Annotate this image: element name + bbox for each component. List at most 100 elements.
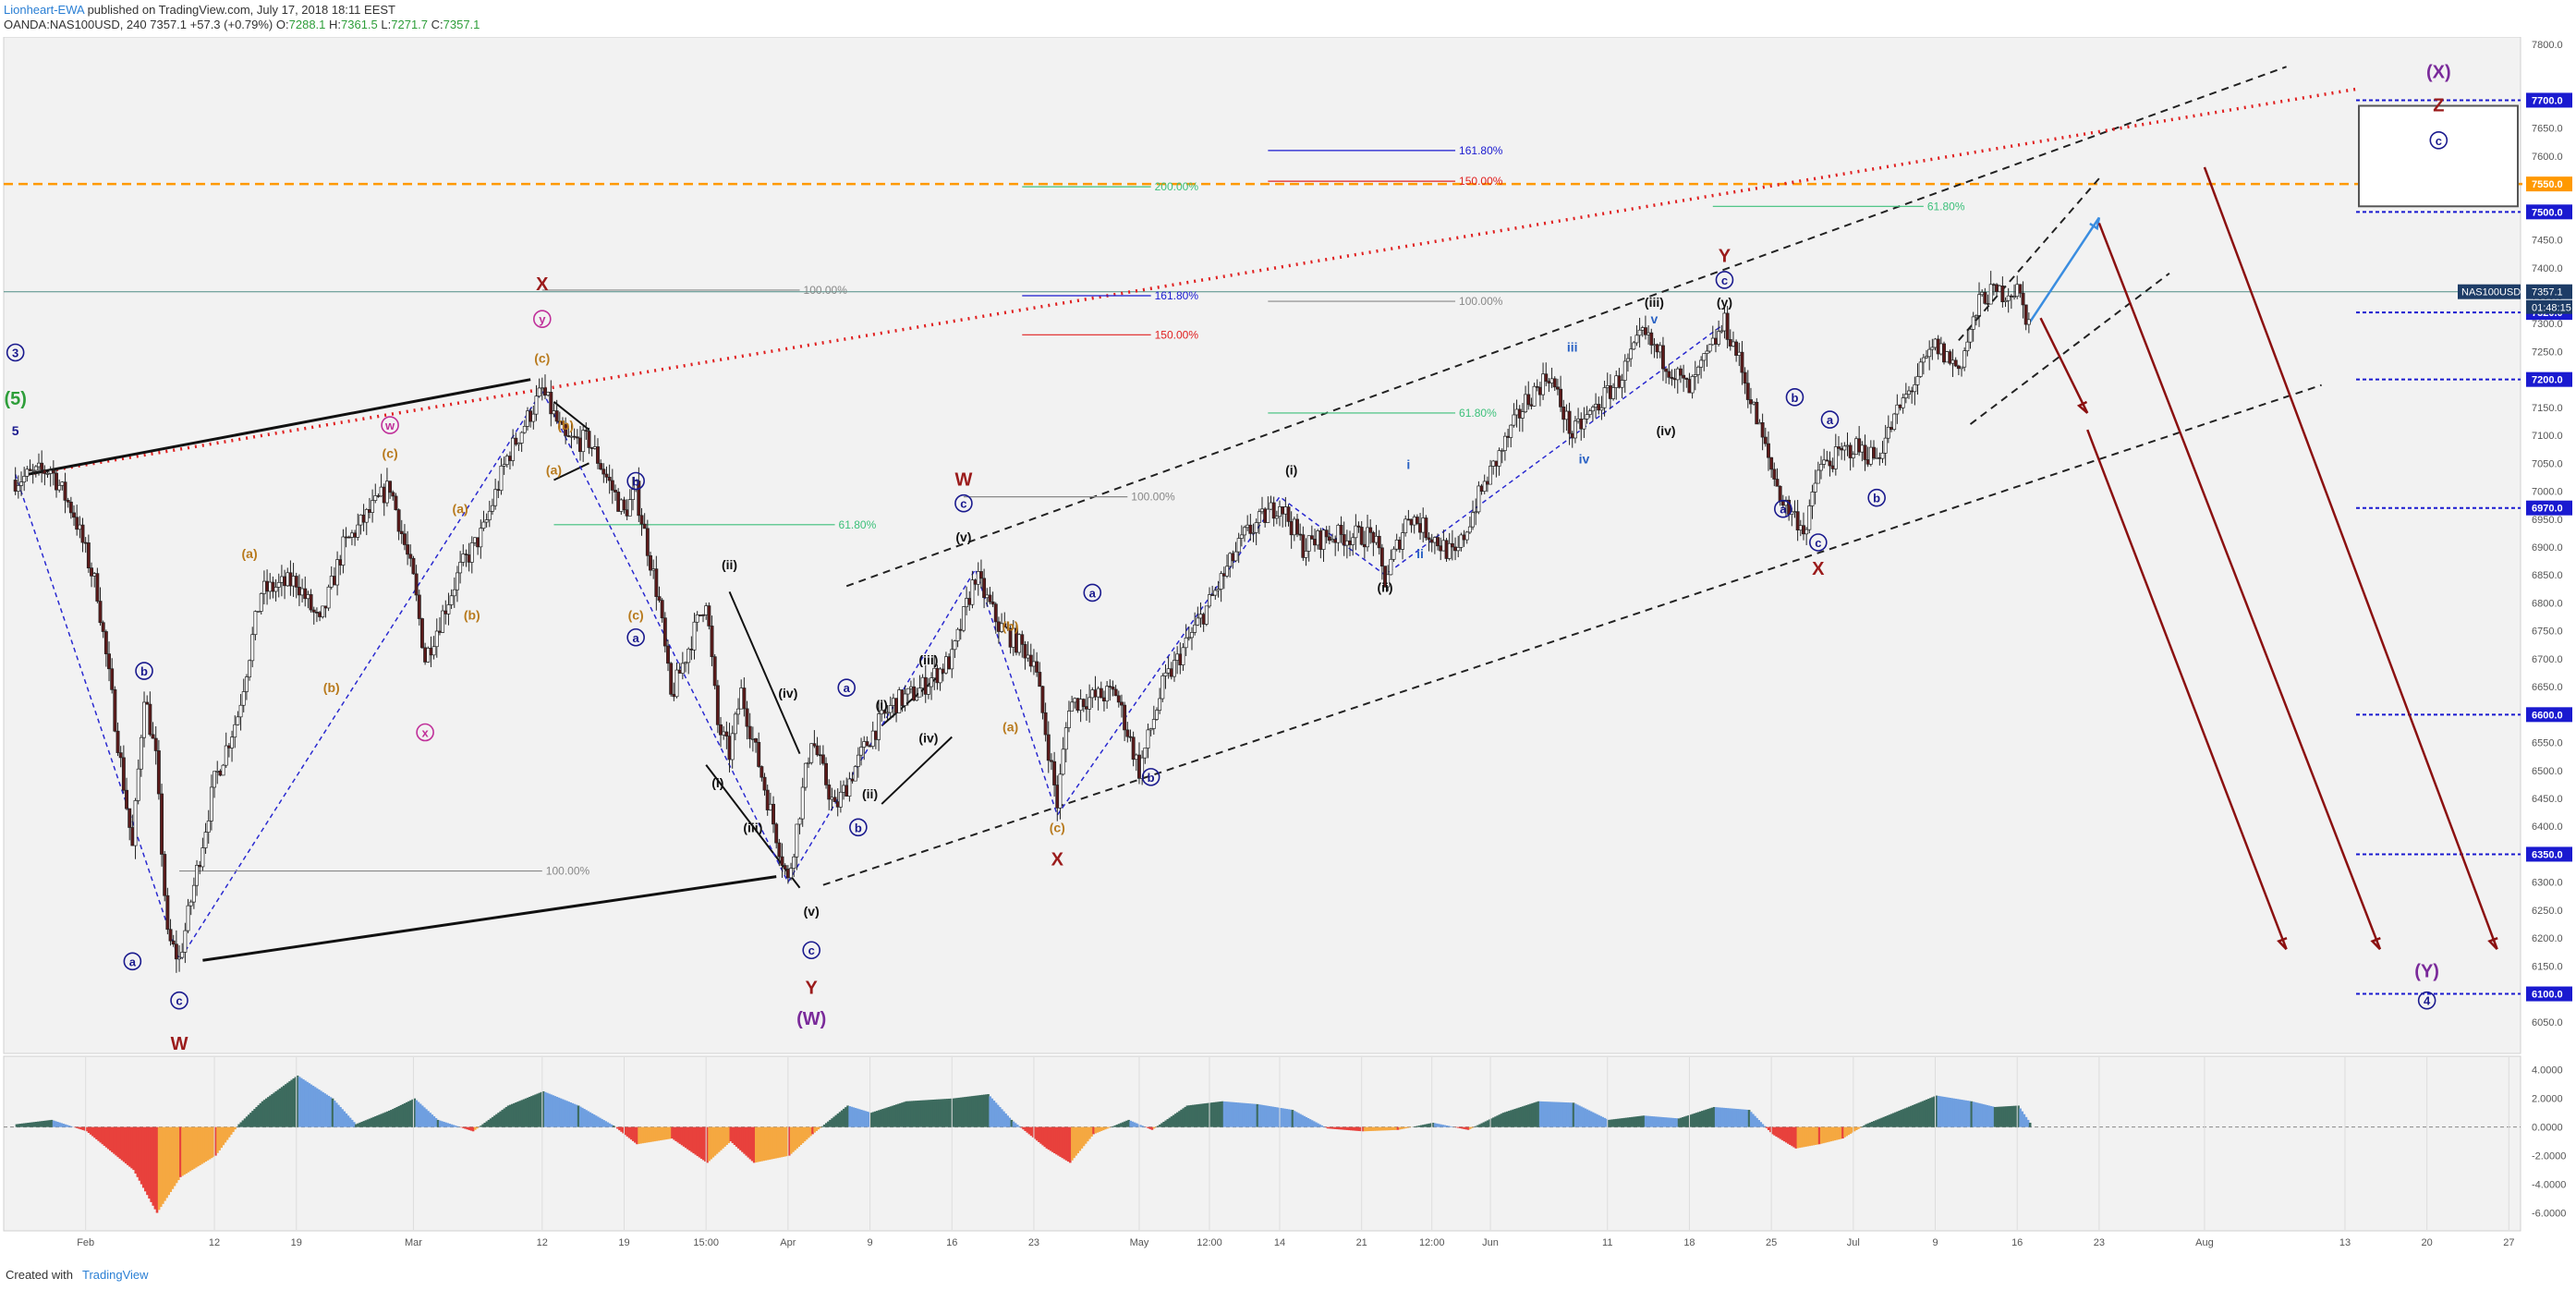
oscillator-bar bbox=[508, 1104, 512, 1127]
candle-body bbox=[276, 581, 281, 588]
candle-body bbox=[103, 631, 108, 654]
candle-body bbox=[534, 396, 539, 415]
oscillator-bar bbox=[1784, 1126, 1788, 1143]
candle-body bbox=[1646, 332, 1651, 335]
tradingview-logo-link[interactable]: TradingView bbox=[81, 1268, 149, 1282]
small-line-a bbox=[553, 401, 590, 431]
oscillator-bar bbox=[456, 1126, 459, 1127]
candle-body bbox=[487, 510, 492, 520]
oscillator-bar bbox=[1391, 1126, 1393, 1131]
oscillator-bar bbox=[985, 1094, 988, 1127]
oscillator-bar bbox=[1100, 1126, 1103, 1131]
oscillator-bar bbox=[1705, 1109, 1707, 1127]
candle-body bbox=[1450, 542, 1454, 548]
oscillator-bar bbox=[2007, 1106, 2011, 1127]
h-label: H: bbox=[329, 18, 342, 31]
candle-body bbox=[938, 668, 942, 684]
candle-body bbox=[1678, 368, 1683, 376]
oscillator-bar bbox=[1624, 1117, 1628, 1127]
oscillator-bar bbox=[1631, 1116, 1634, 1127]
candle-body bbox=[672, 693, 676, 698]
candle-body bbox=[63, 481, 67, 501]
candle-body bbox=[877, 713, 881, 740]
oscillator-bar bbox=[1572, 1102, 1575, 1127]
oscillator-bar bbox=[232, 1126, 235, 1133]
oscillator-bar bbox=[1207, 1102, 1210, 1127]
oscillator-bar bbox=[538, 1092, 541, 1127]
candle-body bbox=[1283, 506, 1288, 515]
candle-body bbox=[188, 901, 193, 907]
wave-label: W bbox=[954, 470, 972, 491]
target-box bbox=[2358, 104, 2519, 208]
candle-body bbox=[1652, 344, 1657, 347]
oscillator-bar bbox=[278, 1088, 282, 1127]
candle-body bbox=[1281, 506, 1285, 515]
oscillator-bar bbox=[1566, 1102, 1570, 1127]
oscillator-bar bbox=[906, 1101, 910, 1127]
candle-body bbox=[912, 686, 917, 701]
oscillator-bar bbox=[1900, 1110, 1903, 1127]
oscillator-bar bbox=[723, 1126, 726, 1147]
candle-body bbox=[1857, 438, 1862, 453]
oscillator-bar bbox=[624, 1126, 627, 1136]
oscillator-bar bbox=[387, 1110, 391, 1127]
candle-body bbox=[669, 663, 674, 695]
candle-body bbox=[1576, 418, 1581, 422]
oscillator-bar bbox=[809, 1126, 812, 1137]
oscillator-bar bbox=[311, 1085, 315, 1127]
bearish-arrow-2-head bbox=[2370, 937, 2381, 951]
oscillator-bar bbox=[776, 1126, 779, 1159]
oscillator-bar bbox=[1593, 1113, 1597, 1127]
candle-body bbox=[783, 865, 787, 870]
candle-body bbox=[639, 515, 644, 525]
oscillator-bar bbox=[1490, 1118, 1493, 1127]
oscillator-bar bbox=[358, 1122, 361, 1127]
candle-body bbox=[745, 708, 749, 727]
oscillator-bar bbox=[1527, 1104, 1530, 1127]
oscillator-bar bbox=[1389, 1126, 1391, 1131]
oscillator-bar bbox=[1540, 1101, 1544, 1127]
candle-body bbox=[30, 469, 35, 472]
wave-label-circle bbox=[1715, 271, 1734, 289]
oscillator-bar bbox=[760, 1126, 763, 1162]
oscillator-bar bbox=[1771, 1126, 1774, 1135]
candle-body bbox=[552, 410, 556, 415]
author-link[interactable]: Lionheart-EWA bbox=[4, 3, 84, 17]
oscillator-bar bbox=[1617, 1118, 1620, 1127]
candle-body bbox=[719, 724, 723, 736]
oscillator-bar bbox=[601, 1118, 603, 1127]
oscillator-layer bbox=[4, 1075, 2521, 1213]
oscillator-bar bbox=[1315, 1122, 1318, 1127]
main-chart[interactable]: 161.80%150.00%200.00%61.80%100.00% 161.80… bbox=[0, 37, 2576, 1266]
candle-body bbox=[1549, 378, 1554, 383]
candle-body bbox=[1936, 338, 1940, 355]
oscillator-bar bbox=[955, 1098, 959, 1127]
candle-body bbox=[1520, 411, 1525, 419]
oscillator-axis[interactable] bbox=[2522, 1056, 2574, 1231]
oscillator-bar bbox=[185, 1126, 188, 1174]
oscillator-bar bbox=[2024, 1116, 2028, 1127]
oscillator-bar bbox=[518, 1101, 522, 1127]
oscillator-bar bbox=[659, 1126, 662, 1141]
oscillator-bar bbox=[1703, 1110, 1706, 1127]
oscillator-bar bbox=[1728, 1108, 1732, 1127]
candle-body bbox=[627, 499, 632, 517]
oscillator-bar bbox=[220, 1126, 223, 1149]
oscillator-bar bbox=[559, 1098, 563, 1127]
candle-body bbox=[423, 647, 428, 663]
oscillator-bar bbox=[454, 1126, 457, 1127]
oscillator-bar bbox=[631, 1126, 635, 1141]
wave-label: (v) bbox=[955, 529, 971, 544]
candle-body bbox=[356, 524, 360, 538]
oscillator-bar bbox=[1133, 1122, 1136, 1127]
oscillator-bar bbox=[1693, 1113, 1696, 1127]
wave-label: X bbox=[536, 274, 549, 295]
oscillator-bar bbox=[1379, 1126, 1382, 1131]
oscillator-bar bbox=[255, 1106, 258, 1127]
time-tick-label: Mar bbox=[405, 1237, 422, 1248]
candle-body bbox=[19, 481, 23, 486]
candle-body bbox=[1910, 390, 1914, 393]
candle-body bbox=[1333, 539, 1338, 543]
oscillator-bar bbox=[782, 1126, 785, 1157]
oscillator-bar bbox=[460, 1126, 463, 1128]
